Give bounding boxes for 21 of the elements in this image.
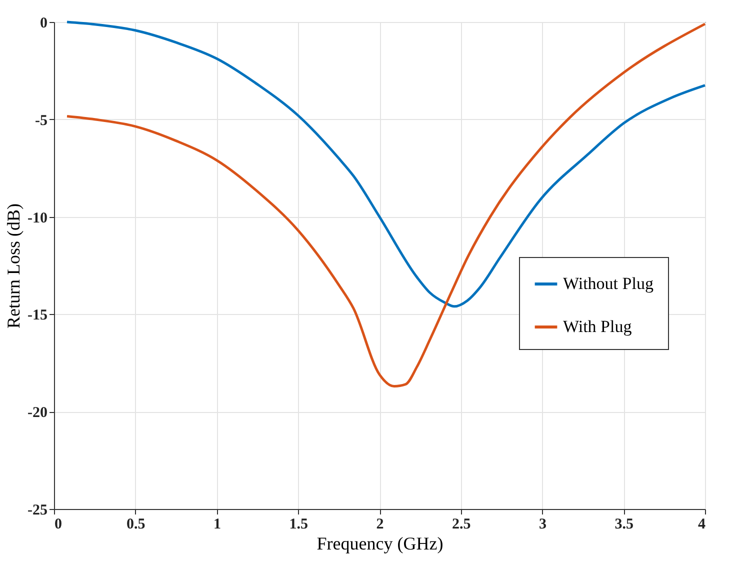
y-tick-label: -5 (35, 112, 48, 129)
x-tick-label: 0.5 (126, 516, 146, 532)
x-tick-label: 3 (539, 516, 546, 532)
x-axis-title: Frequency (GHz) (316, 534, 444, 554)
x-tick-label: 1 (214, 516, 221, 532)
x-tick-label: 2.5 (452, 516, 471, 532)
y-axis-title: Return Loss (dB) (4, 204, 24, 328)
line-series (66, 20, 706, 308)
y-tick-label: -10 (28, 210, 48, 226)
x-tick-label: 2 (376, 516, 384, 532)
x-tick-label: 4 (698, 516, 706, 532)
x-tick-label: 3.5 (614, 516, 634, 532)
x-tick-label: 0 (54, 516, 62, 532)
legend-label: With Plug (563, 317, 632, 336)
line-series (66, 22, 706, 388)
x-tick-label: 1.5 (289, 516, 308, 532)
y-tick-label: -25 (28, 502, 48, 518)
y-tick-label: -20 (28, 405, 48, 422)
y-tick-label: -15 (28, 308, 48, 324)
legend-label: Without Plug (563, 274, 654, 293)
y-tick-label: 0 (40, 16, 48, 32)
